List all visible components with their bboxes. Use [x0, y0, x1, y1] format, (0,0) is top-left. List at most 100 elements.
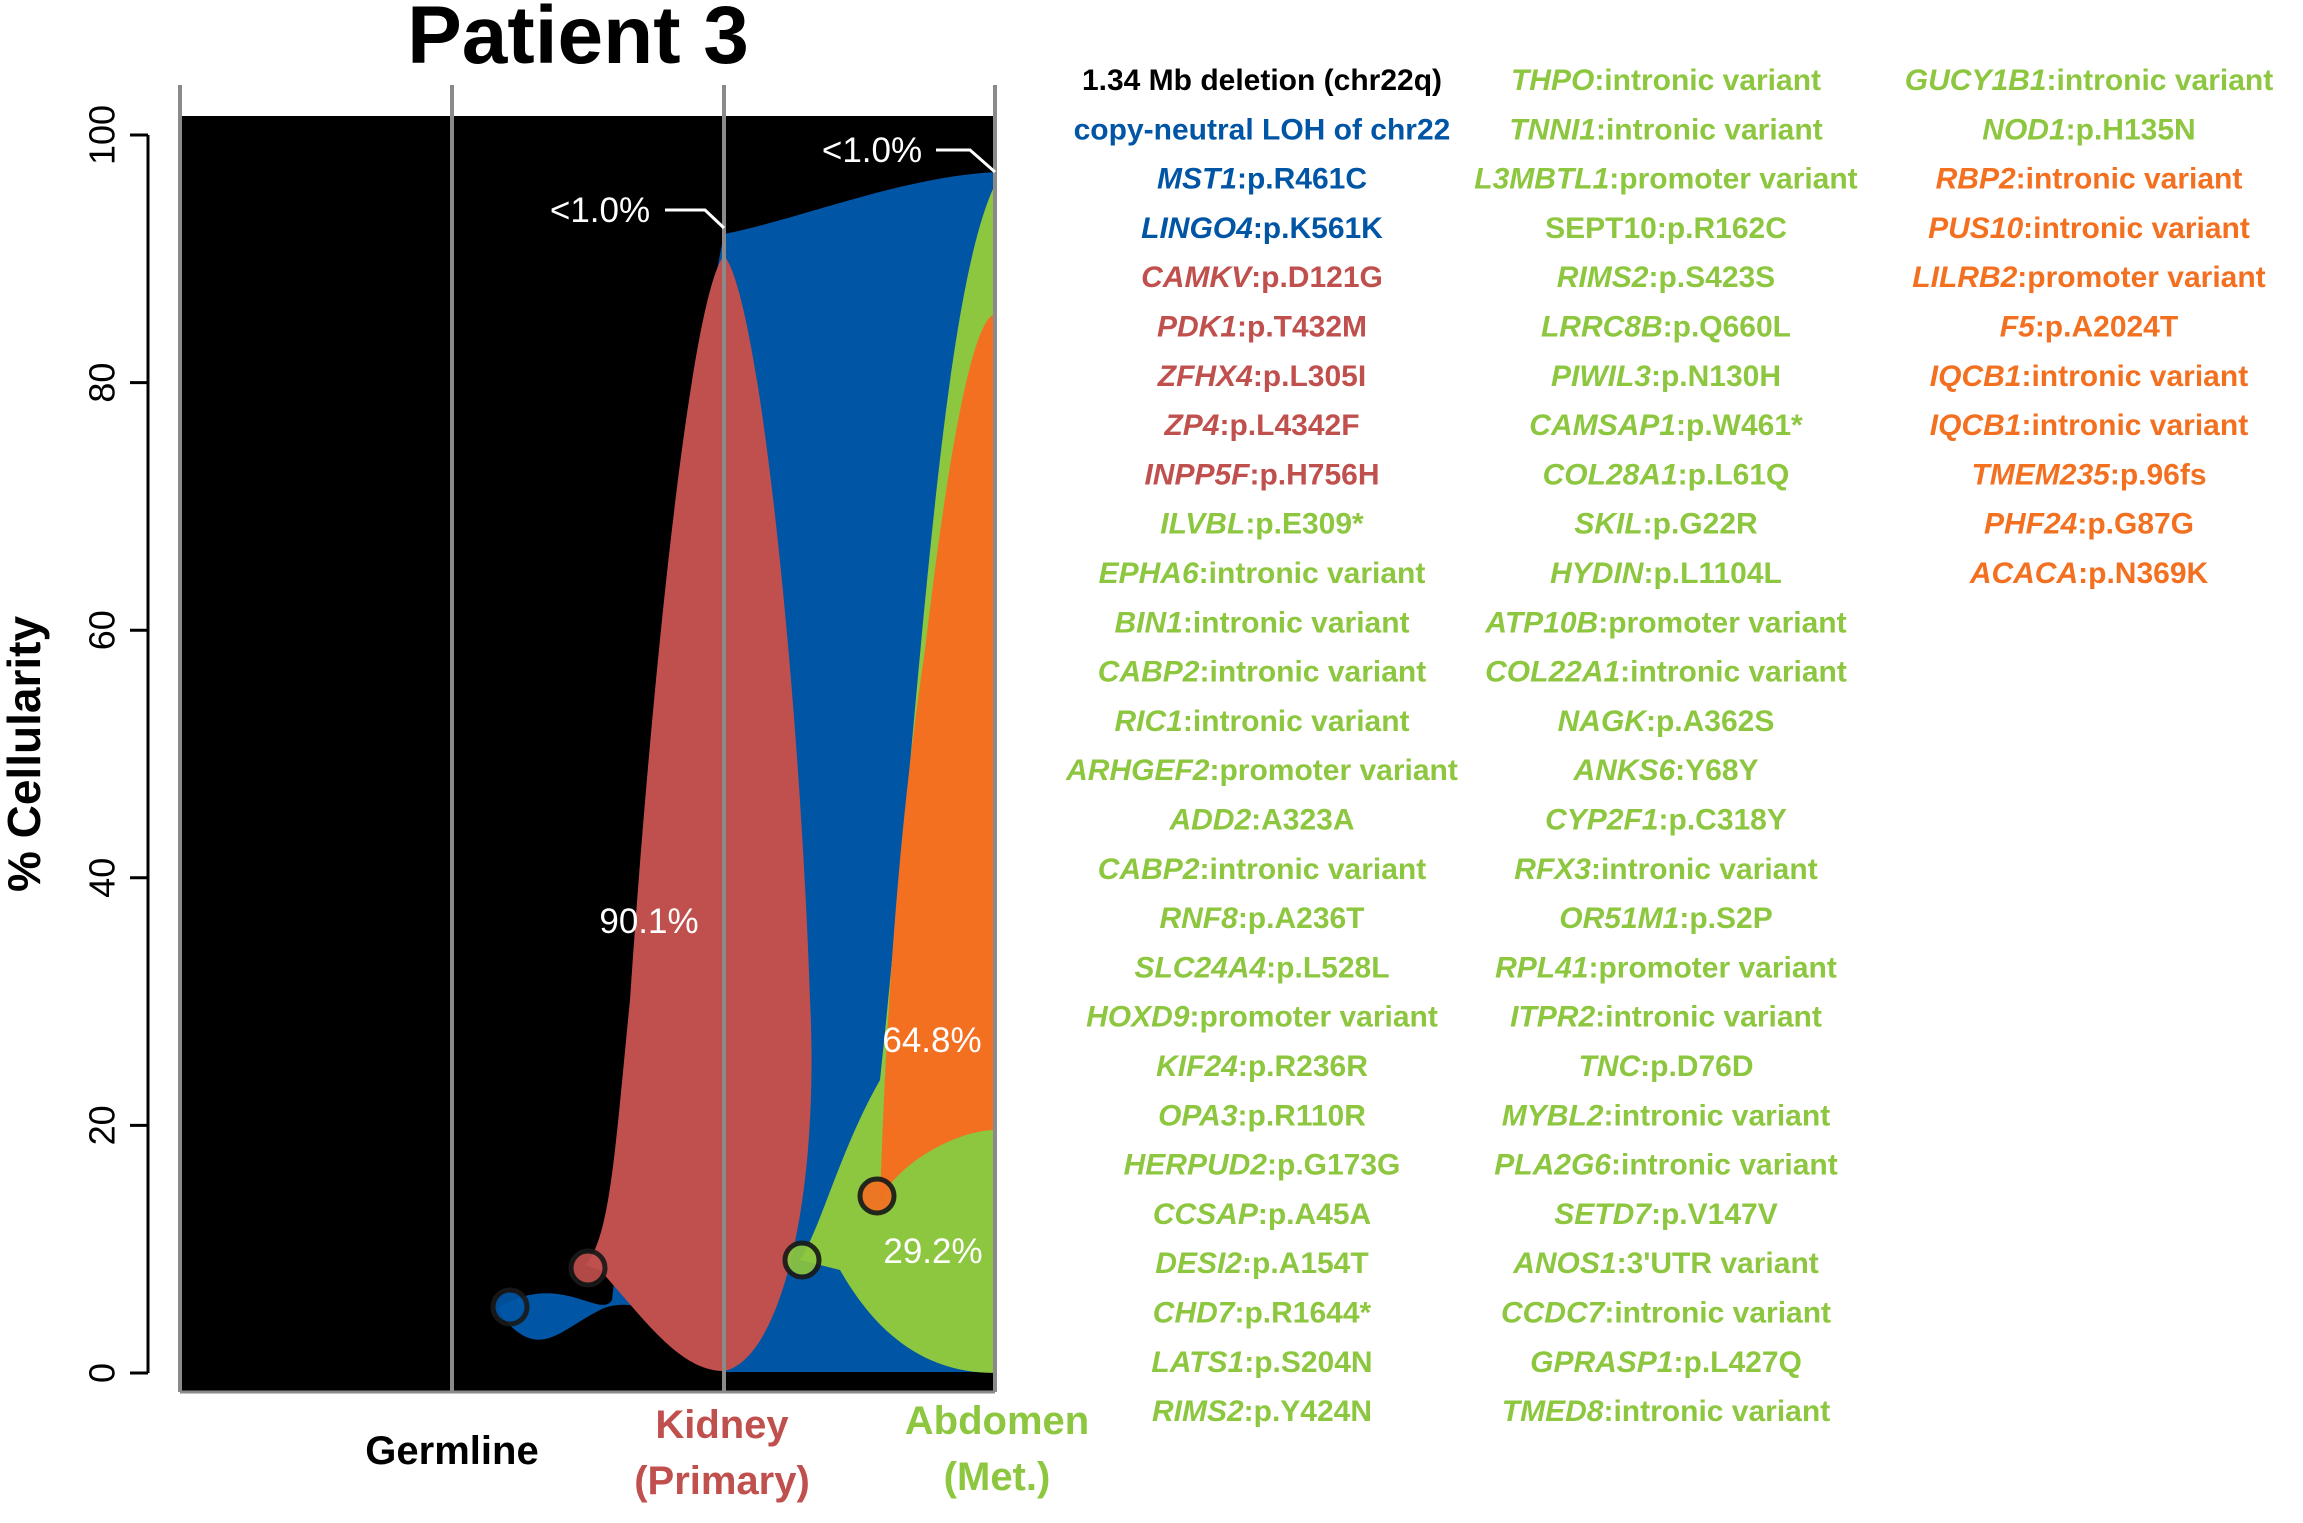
mutation-label: TNC:p.D76D — [1578, 1050, 1753, 1083]
variant-text: :intronic variant — [1596, 113, 1823, 146]
gene-name: MST1 — [1157, 163, 1237, 196]
variant-text: :p.L4342F — [1219, 409, 1359, 442]
clone-origin-blue — [490, 1287, 530, 1327]
variant-text: :p.E309* — [1245, 508, 1364, 541]
variant-text: :p.D121G — [1251, 261, 1383, 294]
gene-name: MYBL2 — [1502, 1099, 1604, 1132]
gene-name: OR51M1 — [1559, 902, 1679, 935]
variant-text: :p.H756H — [1249, 458, 1379, 491]
mutation-label: COL28A1:p.L61Q — [1543, 458, 1790, 491]
gene-name: HERPUD2 — [1124, 1149, 1268, 1182]
y-tick-label: 80 — [82, 363, 123, 403]
gene-name: TNC — [1578, 1050, 1641, 1083]
mutation-label: ADD2:A323A — [1168, 804, 1354, 837]
sample-label-germline: Germline — [365, 1429, 538, 1473]
mutation-label: ZP4:p.L4342F — [1163, 409, 1359, 442]
mutation-label: DESI2:p.A154T — [1155, 1247, 1368, 1280]
annotation-kidney-lt1: <1.0% — [550, 191, 650, 230]
gene-name: LATS1 — [1151, 1346, 1244, 1379]
gene-name: L3MBTL1 — [1474, 163, 1609, 196]
gene-name: HYDIN — [1550, 557, 1645, 590]
variant-text: :p.A154T — [1242, 1247, 1369, 1280]
mutation-label: RFX3:intronic variant — [1514, 853, 1817, 886]
gene-name: LILRB2 — [1912, 261, 2017, 294]
gene-name: ZFHX4 — [1157, 360, 1253, 393]
gene-name: RPL41 — [1495, 951, 1588, 984]
variant-text: :p.A236T — [1238, 902, 1365, 935]
annotation-red-90: 90.1% — [599, 902, 698, 941]
gene-name: IQCB1 — [1930, 360, 2022, 393]
variant-text: :p.N369K — [2078, 557, 2208, 590]
variant-text: :promoter variant — [1189, 1001, 1437, 1034]
annotation-green-29: 29.2% — [883, 1232, 982, 1271]
mutation-label: ATP10B:promoter variant — [1484, 606, 1846, 639]
variant-text: :p.A2024T — [2035, 311, 2178, 344]
variant-text: 1.34 Mb deletion (chr22q) — [1082, 64, 1442, 97]
clone-orange-area — [880, 314, 995, 1200]
mutation-label: ARHGEF2:promoter variant — [1065, 754, 1458, 787]
gene-name: THPO — [1511, 64, 1594, 97]
clone-green-base — [870, 1130, 995, 1373]
mutation-label: BIN1:intronic variant — [1114, 606, 1409, 639]
mutation-label: ITPR2:intronic variant — [1510, 1001, 1822, 1034]
mutation-label: IQCB1:intronic variant — [1930, 360, 2248, 393]
annotation-orange-64: 64.8% — [882, 1021, 981, 1060]
variant-text: :intronic variant — [1603, 1099, 1830, 1132]
leader-abdomen — [936, 148, 996, 174]
annotation-abdomen-lt1: <1.0% — [822, 131, 922, 170]
variant-text: :p.W461* — [1676, 409, 1803, 442]
y-tick-label: 20 — [82, 1105, 123, 1145]
mutation-label: TMED8:intronic variant — [1502, 1395, 1830, 1428]
mutation-label: HYDIN:p.L1104L — [1550, 557, 1782, 590]
mutation-label: RIC1:intronic variant — [1114, 705, 1409, 738]
mutation-label: PHF24:p.G87G — [1984, 508, 2194, 541]
gene-name: NOD1 — [1982, 113, 2065, 146]
gene-name: PIWIL3 — [1551, 360, 1651, 393]
variant-text: :p.A362S — [1646, 705, 1774, 738]
mutation-label: ILVBL:p.E309* — [1160, 508, 1364, 541]
gene-name: KIF24 — [1156, 1050, 1238, 1083]
mutation-label: PIWIL3:p.N130H — [1551, 360, 1781, 393]
gene-name: INPP5F — [1144, 458, 1250, 491]
mutation-label: SKIL:p.G22R — [1574, 508, 1758, 541]
gene-name: LINGO4 — [1141, 212, 1253, 245]
variant-text: :p.L305I — [1253, 360, 1366, 393]
mutation-label: SLC24A4:p.L528L — [1134, 951, 1389, 984]
gene-name: ATP10B — [1484, 606, 1598, 639]
gene-name: EPHA6 — [1099, 557, 1199, 590]
mutation-label: ACACA:p.N369K — [1969, 557, 2209, 590]
mutation-label: COL22A1:intronic variant — [1485, 656, 1847, 689]
variant-text: :intronic variant — [2021, 409, 2248, 442]
mutation-label: CCDC7:intronic variant — [1501, 1297, 1831, 1330]
mutation-label: CAMSAP1:p.W461* — [1529, 409, 1803, 442]
variant-text: :p.V147V — [1651, 1198, 1778, 1231]
gene-name: NAGK — [1558, 705, 1649, 738]
clone-red-area — [585, 255, 812, 1371]
gene-name: PDK1 — [1157, 311, 1237, 344]
variant-text: :intronic variant — [1183, 705, 1410, 738]
variant-text: :intronic variant — [1611, 1149, 1838, 1182]
variant-text: :p.G87G — [2077, 508, 2194, 541]
variant-text: :p.G173G — [1267, 1149, 1400, 1182]
variant-text: :p.C318Y — [1659, 804, 1787, 837]
y-axis-title: % Cellularity — [0, 616, 50, 893]
mutation-label: THPO:intronic variant — [1511, 64, 1821, 97]
gene-name: COL22A1 — [1485, 656, 1620, 689]
variant-text: :intronic variant — [1200, 853, 1427, 886]
variant-text: :intronic variant — [1595, 1001, 1822, 1034]
mutation-label: IQCB1:intronic variant — [1930, 409, 2248, 442]
mutation-label: GPRASP1:p.L427Q — [1530, 1346, 1802, 1379]
gene-name: GPRASP1 — [1530, 1346, 1673, 1379]
variant-text: :p.96fs — [2110, 458, 2207, 491]
mutation-label: LATS1:p.S204N — [1151, 1346, 1372, 1379]
gene-name: ZP4 — [1163, 409, 1219, 442]
gene-name: ANOS1 — [1512, 1247, 1616, 1280]
variant-text: :promoter variant — [1209, 754, 1457, 787]
y-tick-label: 60 — [82, 610, 123, 650]
variant-text: :p.T432M — [1237, 311, 1367, 344]
mutation-label: RPL41:promoter variant — [1495, 951, 1837, 984]
gene-name: HOXD9 — [1086, 1001, 1190, 1034]
gene-name: CAMSAP1 — [1529, 409, 1676, 442]
